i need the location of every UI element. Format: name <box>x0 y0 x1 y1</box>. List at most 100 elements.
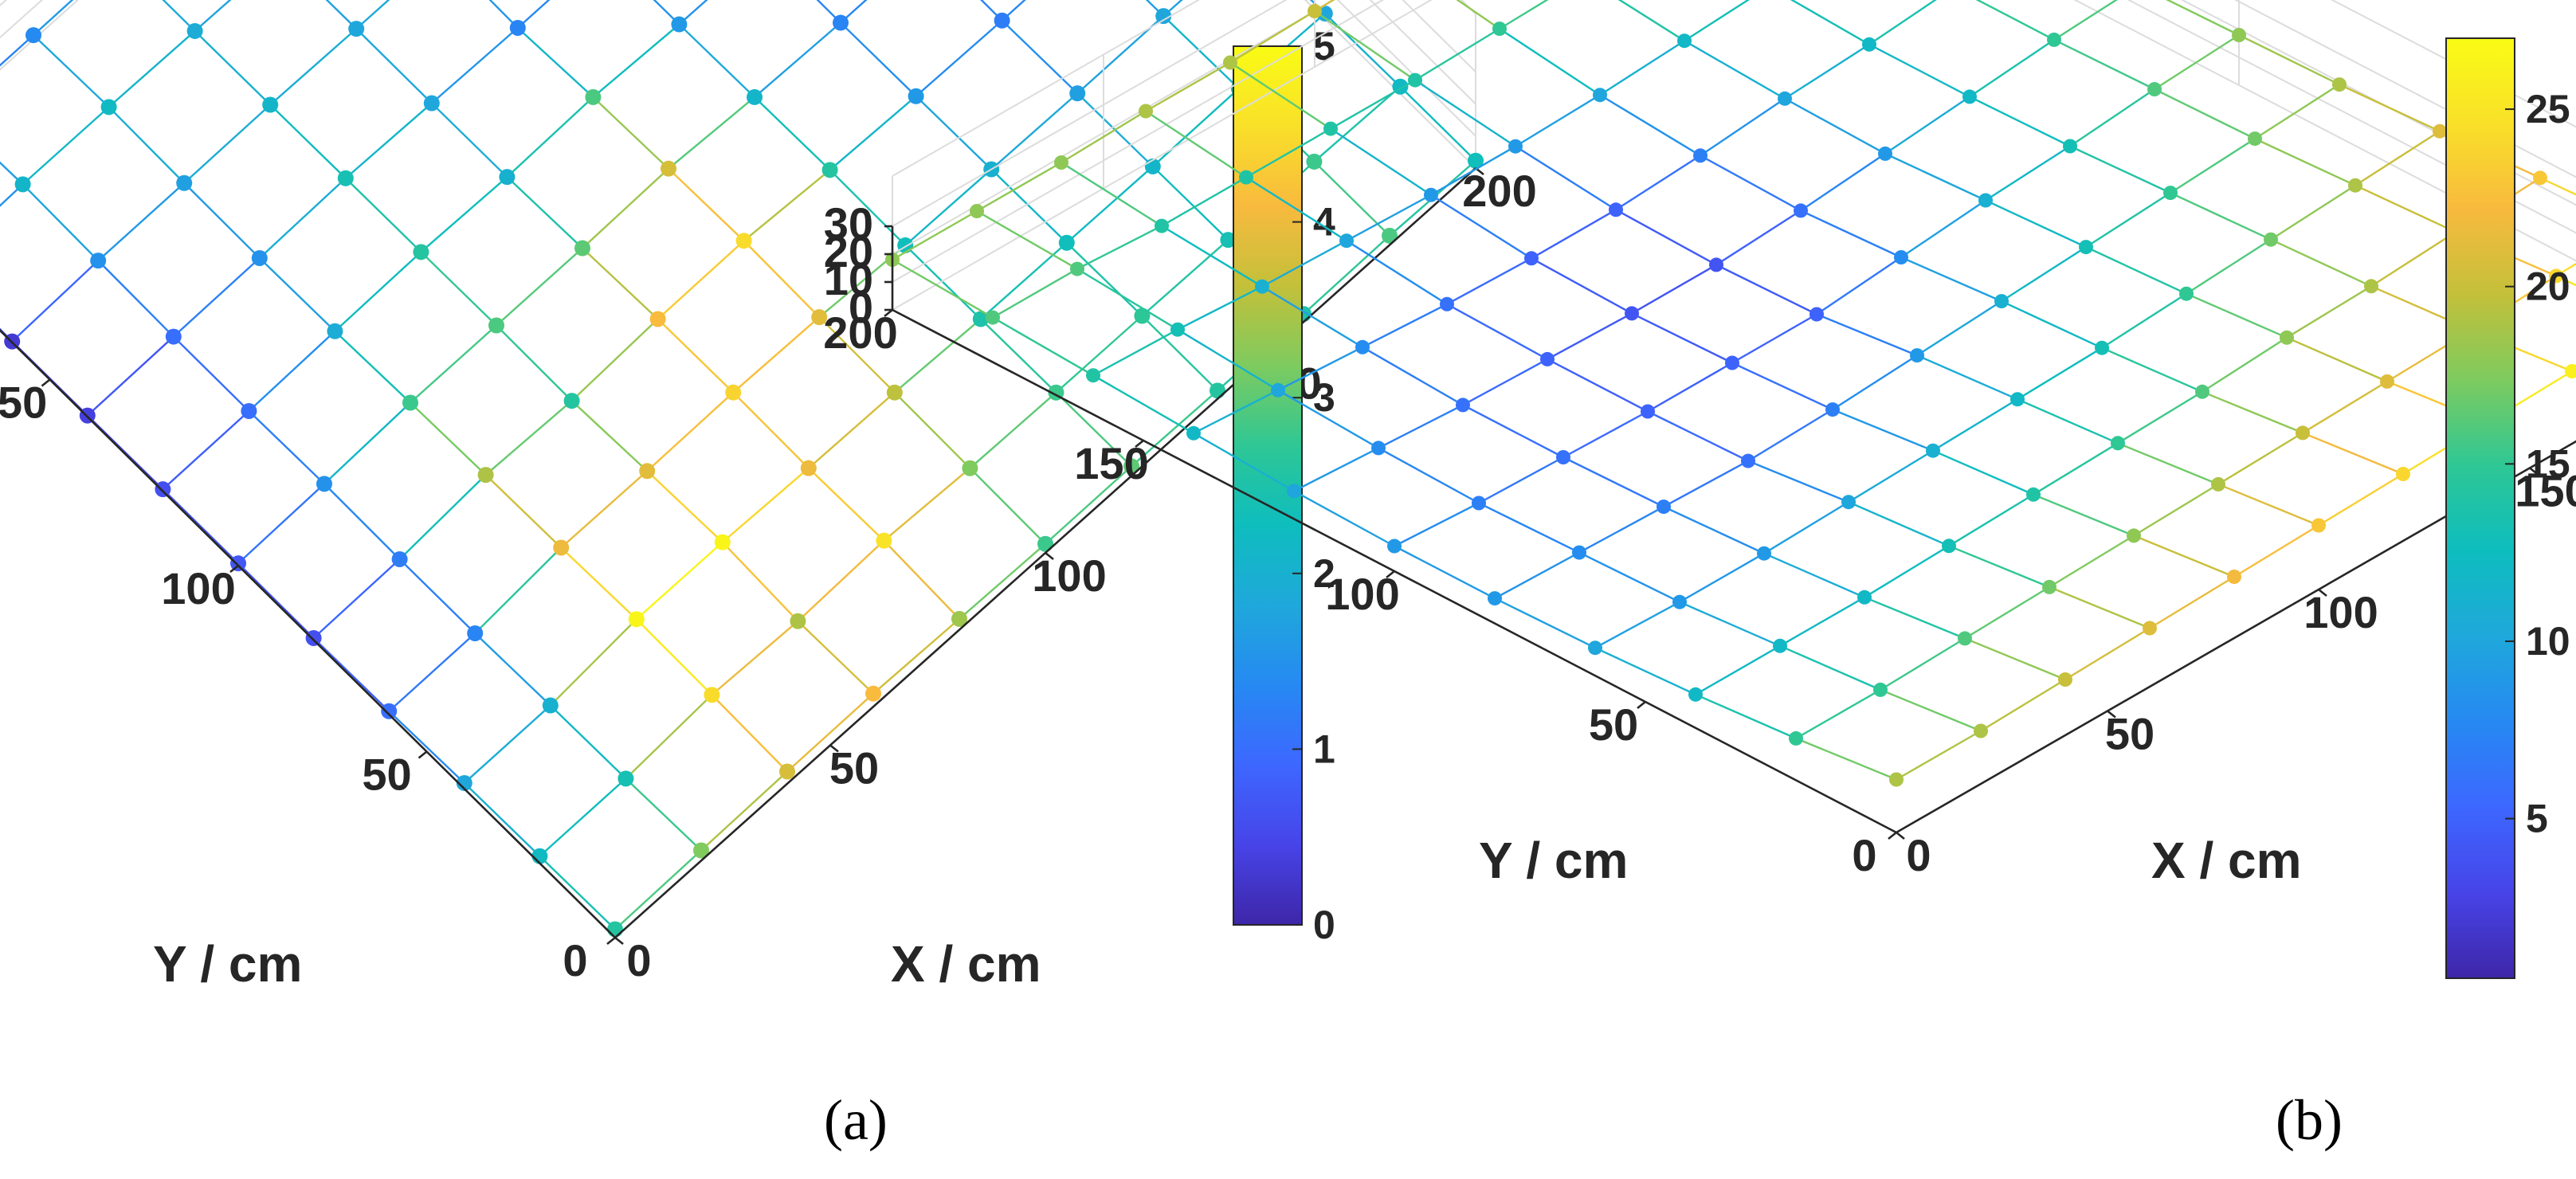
mesh-edge <box>1309 0 1326 14</box>
mesh-edge <box>1163 15 1240 89</box>
mesh-edge <box>840 0 868 24</box>
data-point <box>2348 178 2362 193</box>
data-point <box>2010 392 2025 407</box>
y-tick-mark <box>418 750 428 759</box>
y-tick-label: 150 <box>1074 438 1148 488</box>
mesh-edge <box>410 401 487 476</box>
mesh-edge <box>2069 145 2171 194</box>
mesh-edge <box>1975 0 2055 41</box>
mesh-edge <box>549 704 627 780</box>
mesh-edge <box>625 694 713 780</box>
mesh-edge <box>657 240 745 320</box>
mesh-edge <box>1446 303 1548 360</box>
mesh-edge <box>1784 97 1886 155</box>
data-point <box>327 323 343 339</box>
mesh-edge <box>355 28 433 104</box>
mesh-edge <box>430 102 508 178</box>
mesh-edge <box>1076 268 1178 331</box>
data-point <box>262 96 279 113</box>
mesh-edge <box>1663 460 1749 508</box>
mesh-edge <box>754 22 841 98</box>
mesh-edge <box>1378 404 1464 449</box>
panel-a: 0501001502000501001502000102030 X / cm Y… <box>0 0 1537 1152</box>
data-point <box>2195 384 2209 399</box>
mesh-edge <box>797 539 885 622</box>
mesh-edge <box>570 400 649 472</box>
mesh-edge <box>2069 88 2155 147</box>
data-point <box>1725 355 1739 370</box>
gridline-z <box>2233 0 2576 178</box>
data-point <box>1757 546 1771 561</box>
data-point <box>176 174 193 191</box>
panel-b-ylabel: Y / cm <box>1479 832 1628 889</box>
data-point <box>735 233 752 249</box>
mesh-edge <box>1065 241 1143 317</box>
data-point <box>1134 307 1151 324</box>
mesh-edge <box>1864 545 1950 598</box>
mesh-edge <box>1303 235 1390 315</box>
x-tick-label: 150 <box>2515 466 2576 516</box>
mesh-edge <box>1346 240 1448 305</box>
mesh-edge <box>1414 79 1516 147</box>
mesh-edge <box>1314 10 1416 81</box>
data-point <box>1492 22 1507 37</box>
mesh-edge <box>732 391 810 469</box>
mesh-edge <box>323 483 401 560</box>
data-point <box>1978 193 1993 208</box>
mesh-edge <box>1631 312 1733 364</box>
data-point <box>305 629 322 646</box>
mesh-edge <box>2555 262 2576 277</box>
mesh-edge <box>904 168 992 246</box>
mesh-edge <box>484 474 563 549</box>
mesh-edge <box>1446 257 1532 305</box>
mesh-edge <box>668 96 755 170</box>
data-point <box>2095 340 2109 355</box>
data-point <box>649 311 666 327</box>
mesh-edge <box>2286 336 2388 382</box>
x-tick-mark <box>2318 588 2327 597</box>
data-point <box>2311 518 2326 533</box>
mesh-edge <box>1779 596 1865 647</box>
mesh-edge <box>1647 410 1749 462</box>
mesh-edge <box>334 330 411 404</box>
gridline-z <box>0 0 722 97</box>
mesh-edge <box>1985 199 2087 249</box>
data-point <box>618 770 634 787</box>
data-point <box>1472 495 1486 511</box>
data-point <box>1974 723 1988 738</box>
mesh-edge <box>700 770 788 852</box>
data-point <box>2211 476 2225 492</box>
colorbar-tick-label: 0 <box>1313 903 1335 947</box>
mesh-edge <box>162 0 196 32</box>
mesh-edge <box>732 316 820 394</box>
mesh-edge <box>539 855 616 930</box>
data-point <box>337 170 354 186</box>
mesh-edge <box>1515 94 1601 147</box>
mesh-edge <box>194 30 272 106</box>
data-point <box>100 99 117 116</box>
mesh-edge <box>1594 601 1680 649</box>
x-tick-label: 100 <box>2304 587 2378 637</box>
mesh-edge <box>1848 501 1950 547</box>
mesh-edge <box>1964 586 2050 640</box>
mesh-edge <box>33 34 110 108</box>
mesh-edge <box>1684 0 1751 42</box>
mesh-edge <box>183 104 272 184</box>
data-point <box>1255 279 1269 294</box>
data-point <box>986 310 1000 325</box>
mesh-edge <box>388 710 465 784</box>
data-point <box>1641 404 1655 419</box>
x-tick-mark <box>829 744 839 753</box>
mesh-edge <box>2286 285 2372 339</box>
panel-a-box-grid <box>0 0 1476 169</box>
data-point <box>1825 402 1840 417</box>
mesh-edge <box>646 470 723 543</box>
mesh-edge <box>2154 88 2256 140</box>
data-point <box>1778 91 1792 106</box>
mesh-edge <box>816 0 841 24</box>
colorbar-tick-label: 15 <box>2526 441 2570 486</box>
mesh-edge <box>1177 328 1279 391</box>
mesh-edge <box>969 391 1057 469</box>
mesh-edge <box>516 0 551 29</box>
